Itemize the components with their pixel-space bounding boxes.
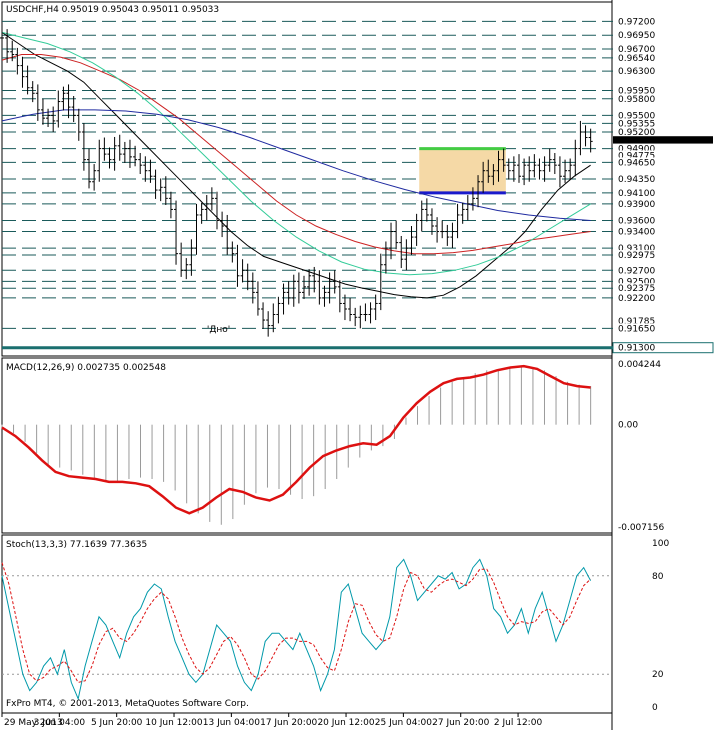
x-tick-label: 20 Jun 12:00 bbox=[317, 718, 374, 728]
macd-signal-line bbox=[1, 364, 591, 515]
price-label: 0.93100 bbox=[618, 244, 655, 254]
price-label: 0.96700 bbox=[618, 45, 655, 55]
price-label-box bbox=[613, 85, 713, 96]
price-label: 0.91650 bbox=[618, 324, 655, 334]
stoch-axis-label: 0 bbox=[652, 703, 658, 713]
price-label: 0.95500 bbox=[618, 111, 655, 121]
price-label-box bbox=[613, 198, 713, 209]
price-label-box bbox=[613, 143, 713, 154]
ma-line-ma_red bbox=[1, 54, 591, 255]
price-label-box bbox=[613, 315, 713, 326]
ma-line-ma_green bbox=[1, 31, 591, 276]
price-label-box bbox=[613, 323, 713, 334]
x-tick-label: 29 May 2013 bbox=[4, 718, 63, 728]
price-label-box bbox=[613, 93, 713, 104]
price-label-box bbox=[613, 52, 713, 63]
current-price-marker bbox=[613, 136, 713, 147]
stoch-axis-label: 20 bbox=[652, 670, 664, 680]
macd-axis-label: 0.00 bbox=[618, 421, 638, 431]
price-label-box bbox=[613, 174, 713, 184]
price-label: 0.92700 bbox=[618, 266, 655, 276]
price-label-box bbox=[613, 243, 713, 254]
price-label: 0.91300 bbox=[618, 344, 655, 354]
price-label-box bbox=[613, 157, 713, 168]
price-label-current: 0.95033 bbox=[618, 137, 655, 147]
pane-frame-2 bbox=[1, 357, 613, 534]
price-label: 0.96300 bbox=[618, 67, 655, 77]
ma-line-ma_blue bbox=[1, 109, 591, 221]
price-label: 0.96950 bbox=[618, 31, 655, 41]
price-label: 0.95355 bbox=[618, 119, 655, 129]
stoch-header: Stoch(13,3,3) 77.1639 77.3635 bbox=[6, 540, 147, 550]
x-tick-label: 10 Jun 12:00 bbox=[145, 718, 202, 728]
price-label-box bbox=[613, 265, 713, 276]
price-label: 0.91785 bbox=[618, 317, 655, 327]
price-label: 0.92500 bbox=[618, 277, 655, 287]
price-label: 0.92375 bbox=[618, 284, 655, 294]
stoch-axis-label: 100 bbox=[652, 539, 669, 549]
price-label: 0.96540 bbox=[618, 54, 655, 64]
stoch-signal-line bbox=[1, 562, 591, 683]
annotation-dno: 'Дно' bbox=[207, 325, 230, 335]
price-label-box bbox=[613, 118, 713, 129]
price-label: 0.94650 bbox=[618, 158, 655, 168]
x-tick-label: 13 Jun 04:00 bbox=[203, 718, 260, 728]
ma-line-ma_black bbox=[1, 31, 591, 299]
price-label: 0.92200 bbox=[618, 294, 655, 304]
stoch-main-line bbox=[1, 558, 592, 701]
x-tick-label: 25 Jun 04:00 bbox=[375, 718, 432, 728]
price-label-box bbox=[613, 44, 713, 55]
price-label: 0.94775 bbox=[618, 151, 655, 161]
price-label: 0.95950 bbox=[618, 87, 655, 97]
macd-axis-label: -0.007156 bbox=[618, 523, 664, 533]
x-tick-label: 17 Jun 20:00 bbox=[260, 718, 317, 728]
price-label-box bbox=[613, 276, 713, 287]
price-label: 0.94350 bbox=[618, 175, 655, 185]
price-label-box bbox=[613, 292, 713, 303]
price-label: 0.94100 bbox=[618, 189, 655, 199]
price-label: 0.92975 bbox=[618, 251, 655, 261]
price-label-box bbox=[612, 342, 714, 354]
price-label: 0.95800 bbox=[618, 95, 655, 105]
price-label-box bbox=[613, 187, 713, 198]
price-label-box bbox=[613, 126, 713, 137]
consolidation-box bbox=[419, 148, 506, 193]
price-label-box bbox=[613, 283, 713, 294]
price-label-box bbox=[613, 110, 713, 121]
pane-frame-3 bbox=[1, 534, 613, 714]
price-label: 0.93400 bbox=[618, 228, 655, 238]
x-tick-label: 2 Jul 12:00 bbox=[494, 718, 543, 728]
price-label-box bbox=[613, 66, 713, 77]
price-label-box bbox=[613, 226, 713, 237]
price-label-box bbox=[613, 30, 713, 41]
watermark: FxPro MT4, © 2001-2013, MetaQuotes Softw… bbox=[6, 699, 249, 709]
macd-header: MACD(12,26,9) 0.002735 0.002548 bbox=[6, 363, 166, 373]
stoch-axis-label: 80 bbox=[652, 572, 664, 582]
price-label-box bbox=[613, 16, 713, 27]
macd-axis-label: 0.004244 bbox=[618, 360, 661, 370]
price-label-box bbox=[613, 150, 713, 161]
price-label: 0.94900 bbox=[618, 145, 655, 155]
price-label-box bbox=[613, 250, 713, 261]
price-label: 0.95200 bbox=[618, 128, 655, 138]
price-label: 0.93900 bbox=[618, 200, 655, 210]
chart-header: USDCHF,H4 0.95019 0.95043 0.95011 0.9503… bbox=[6, 5, 219, 15]
price-label: 0.97200 bbox=[618, 17, 655, 27]
x-tick-label: 27 Jun 20:00 bbox=[432, 718, 489, 728]
x-tick-label: 3 Jun 04:00 bbox=[34, 718, 86, 728]
price-label-box bbox=[613, 215, 713, 226]
x-tick-label: 5 Jun 20:00 bbox=[91, 718, 143, 728]
price-label: 0.93600 bbox=[618, 216, 655, 226]
